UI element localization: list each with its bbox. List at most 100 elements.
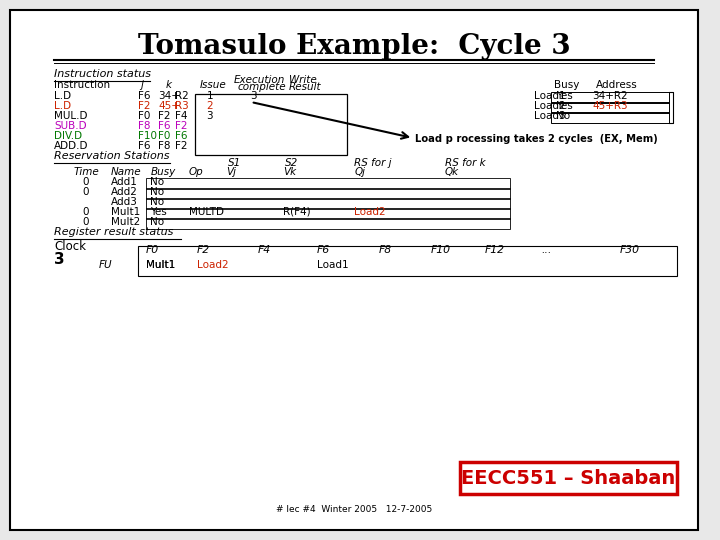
Bar (194, 94, 347, 155)
Text: Mult2: Mult2 (111, 217, 140, 227)
Text: Mult1: Mult1 (145, 260, 175, 270)
Text: F0: F0 (145, 245, 158, 255)
Text: Mult1: Mult1 (111, 207, 140, 217)
Bar (145, 198, 510, 209)
Text: Add2: Add2 (111, 187, 138, 197)
Text: Yes: Yes (150, 207, 167, 217)
Text: F4: F4 (258, 245, 271, 255)
Text: F2: F2 (197, 245, 210, 255)
Text: EECC551 – Shaaban: EECC551 – Shaaban (462, 469, 675, 488)
Text: ...: ... (541, 245, 552, 255)
Text: j: j (140, 80, 143, 90)
Text: Reservation Stations: Reservation Stations (54, 151, 170, 161)
Text: Load3: Load3 (534, 111, 566, 121)
Bar (138, 246, 677, 276)
Text: 0: 0 (82, 217, 89, 227)
Text: F0: F0 (158, 131, 171, 141)
Bar (551, 92, 669, 103)
Text: 3: 3 (207, 111, 213, 121)
Bar (551, 112, 669, 123)
Text: F2: F2 (138, 101, 150, 111)
Text: # lec #4  Winter 2005   12-7-2005: # lec #4 Winter 2005 12-7-2005 (276, 505, 432, 515)
Text: Yes: Yes (556, 101, 572, 111)
Text: F6: F6 (138, 91, 150, 101)
Text: ADD.D: ADD.D (54, 141, 89, 151)
Text: Op: Op (189, 167, 204, 177)
Text: 3: 3 (250, 91, 256, 101)
Text: No: No (556, 111, 570, 121)
Text: F8: F8 (379, 245, 392, 255)
Text: SUB.D: SUB.D (54, 121, 86, 131)
Text: MUL.D: MUL.D (54, 111, 88, 121)
Bar (145, 218, 510, 229)
Text: F2: F2 (175, 121, 188, 131)
Text: Execution: Execution (234, 75, 285, 85)
Text: k: k (166, 80, 171, 90)
Text: Result: Result (289, 82, 322, 92)
Text: Load1: Load1 (317, 260, 348, 270)
Text: RS for j: RS for j (354, 158, 392, 168)
Text: 1: 1 (207, 91, 213, 101)
Text: 0: 0 (82, 187, 89, 197)
Text: RS for k: RS for k (444, 158, 485, 168)
Text: 0: 0 (82, 177, 89, 187)
Text: Address: Address (596, 80, 638, 90)
Text: F6: F6 (317, 245, 330, 255)
Text: No: No (150, 197, 165, 207)
Text: F10: F10 (138, 131, 157, 141)
Text: S2: S2 (285, 158, 299, 168)
Text: Register result status: Register result status (54, 227, 174, 237)
Text: Write: Write (289, 75, 317, 85)
Text: No: No (150, 177, 165, 187)
Text: Tomasulo Example:  Cycle 3: Tomasulo Example: Cycle 3 (138, 33, 570, 60)
Text: L.D: L.D (54, 101, 71, 111)
Text: 45+: 45+ (158, 101, 180, 111)
Text: Load1: Load1 (534, 91, 566, 101)
Bar (460, 462, 677, 494)
Text: MULTD: MULTD (189, 207, 224, 217)
Text: DIV.D: DIV.D (54, 131, 82, 141)
Text: F2: F2 (158, 111, 171, 121)
Bar (145, 208, 510, 219)
Text: F30: F30 (620, 245, 639, 255)
Text: 2: 2 (207, 101, 213, 111)
Text: F0: F0 (138, 111, 150, 121)
Text: 45+R3: 45+R3 (592, 101, 628, 111)
Text: Add3: Add3 (111, 197, 138, 207)
Text: F6: F6 (175, 131, 188, 141)
Text: Mult1: Mult1 (145, 260, 175, 270)
Text: Load2: Load2 (534, 101, 566, 111)
Text: Clock: Clock (54, 240, 86, 253)
Text: F6: F6 (138, 141, 150, 151)
Text: F8: F8 (158, 141, 171, 151)
Text: 34+R2: 34+R2 (592, 91, 628, 101)
Text: 3: 3 (54, 252, 65, 267)
Text: Instruction: Instruction (54, 80, 110, 90)
Text: Add1: Add1 (111, 177, 138, 187)
Text: Issue: Issue (199, 80, 226, 90)
Bar (145, 178, 510, 189)
Text: Vj: Vj (226, 167, 236, 177)
Text: R2: R2 (175, 91, 189, 101)
Text: Qj: Qj (354, 167, 365, 177)
Text: R3: R3 (175, 101, 189, 111)
Text: Name: Name (111, 167, 142, 177)
Text: Yes: Yes (556, 91, 572, 101)
Text: Load2: Load2 (354, 207, 386, 217)
Text: FU: FU (99, 260, 112, 270)
Bar (551, 102, 669, 113)
Text: Busy: Busy (150, 167, 176, 177)
Bar (145, 188, 510, 199)
Text: Vk: Vk (283, 167, 297, 177)
Text: complete: complete (237, 82, 286, 92)
Text: 34+: 34+ (158, 91, 180, 101)
Text: Load2: Load2 (197, 260, 228, 270)
Text: Qk: Qk (444, 167, 459, 177)
Text: F6: F6 (158, 121, 171, 131)
Text: Time: Time (73, 167, 99, 177)
Text: No: No (150, 187, 165, 197)
Text: Busy: Busy (554, 80, 579, 90)
Text: F12: F12 (485, 245, 505, 255)
Text: 0: 0 (82, 207, 89, 217)
Text: Instruction status: Instruction status (54, 69, 151, 79)
